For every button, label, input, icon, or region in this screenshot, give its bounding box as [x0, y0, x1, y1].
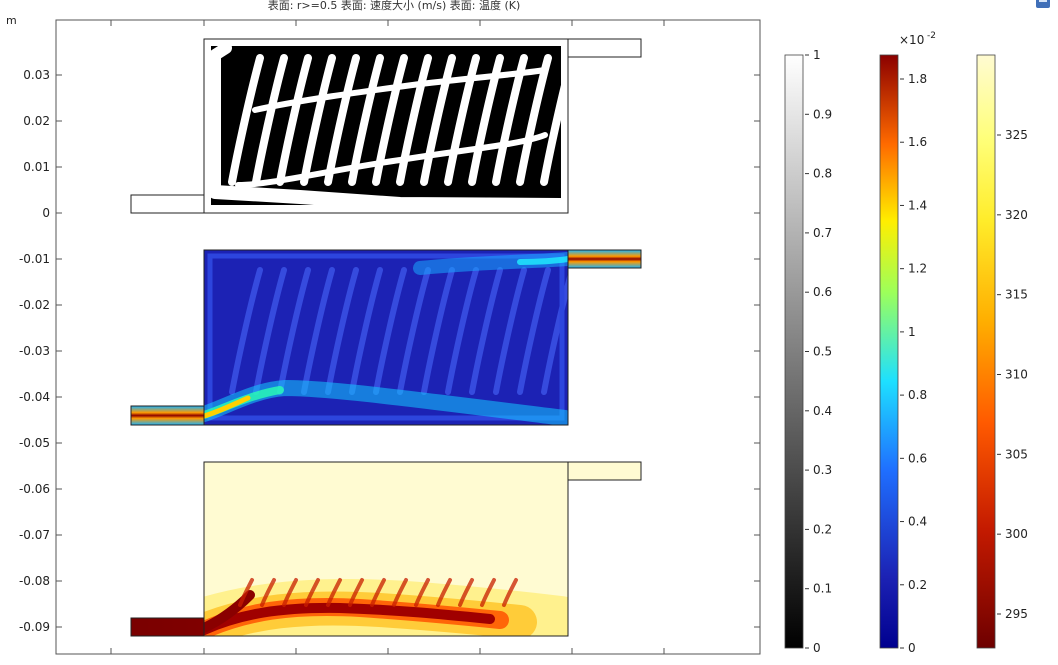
legend-temperature: 325 320 315 310 305 300 295	[976, 54, 1028, 649]
legend-tick-label: 1.6	[908, 135, 927, 149]
y-tick-label: -0.09	[19, 620, 50, 634]
legend-tick-label: 0.2	[908, 578, 927, 592]
y-tick-label: -0.06	[19, 482, 50, 496]
legend-tick-label: 0.5	[813, 345, 832, 359]
legend-tick-label: 295	[1005, 607, 1028, 621]
legend-tick-label: 315	[1005, 288, 1028, 302]
y-tick-label: -0.05	[19, 436, 50, 450]
y-tick-label: 0.03	[23, 68, 50, 82]
legend-tick-label: 0.4	[813, 404, 832, 418]
y-tick-label: -0.08	[19, 574, 50, 588]
legend-velocity: ×10 -2 1.8 1.6 1.4 1.2 1 0.8 0.6 0.4 0.2 0	[879, 31, 936, 655]
temperature-plot	[130, 461, 642, 637]
legend-tick-label: 0	[908, 641, 916, 655]
clipboard-icon[interactable]	[1036, 0, 1050, 8]
y-tick-label: -0.01	[19, 252, 50, 266]
legend-tick-label: 0.9	[813, 107, 832, 121]
y-tick-label: -0.02	[19, 298, 50, 312]
y-unit-label: m	[6, 14, 17, 27]
y-tick-label: -0.04	[19, 390, 50, 404]
legend-tick-label: 1	[908, 325, 916, 339]
plot-title: 表面: r>=0.5 表面: 速度大小 (m/s) 表面: 温度 (K)	[268, 0, 521, 12]
legend-tick-label: 310	[1005, 368, 1028, 382]
y-tick-label: 0	[42, 206, 50, 220]
legend-tick-label: 0.6	[908, 451, 927, 465]
velocity-exponent: -2	[927, 31, 936, 41]
legend-tick-label: 0.4	[908, 515, 927, 529]
legend-tick-label: 0.1	[813, 582, 832, 596]
legend-tick-label: 1.8	[908, 72, 927, 86]
legend-tick-label: 0.7	[813, 226, 832, 240]
legend-tick-label: 0.8	[813, 167, 832, 181]
legend-tick-label: 325	[1005, 128, 1028, 142]
plot-axes-frame	[55, 19, 761, 655]
legend-tick-label: 0	[813, 641, 821, 655]
velocity-exponent-label: ×10	[899, 33, 924, 47]
legend-tick-label: 0.8	[908, 388, 927, 402]
y-tick-label: 0.01	[23, 160, 50, 174]
y-axis-ticks: 0.03 0.02 0.01 0 -0.01 -0.02 -0.03 -0.04 -0.05 -0…	[19, 68, 760, 634]
legend-tick-label: 0.2	[813, 522, 832, 536]
velocity-plot	[130, 249, 642, 426]
legend-grayscale: 1 0.9 0.8 0.7 0.6 0.5 0.4 0.3 0.2 0.1 0	[784, 48, 832, 655]
legend-tick-label: 320	[1005, 208, 1028, 222]
structure-plot	[130, 38, 642, 214]
y-tick-label: 0.02	[23, 114, 50, 128]
legend-tick-label: 1.4	[908, 198, 927, 212]
y-tick-label: -0.07	[19, 528, 50, 542]
y-tick-label: -0.03	[19, 344, 50, 358]
legend-tick-label: 1	[813, 48, 821, 62]
legend-tick-label: 1.2	[908, 262, 927, 276]
legend-tick-label: 300	[1005, 527, 1028, 541]
x-axis-ticks	[110, 20, 665, 654]
legend-tick-label: 0.3	[813, 463, 832, 477]
legend-tick-label: 305	[1005, 447, 1028, 461]
legend-tick-label: 0.6	[813, 285, 832, 299]
